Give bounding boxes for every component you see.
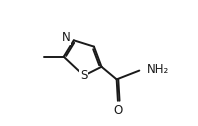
Text: O: O — [113, 104, 123, 117]
Text: S: S — [80, 69, 88, 82]
Text: NH₂: NH₂ — [147, 63, 169, 76]
Text: N: N — [62, 31, 71, 44]
